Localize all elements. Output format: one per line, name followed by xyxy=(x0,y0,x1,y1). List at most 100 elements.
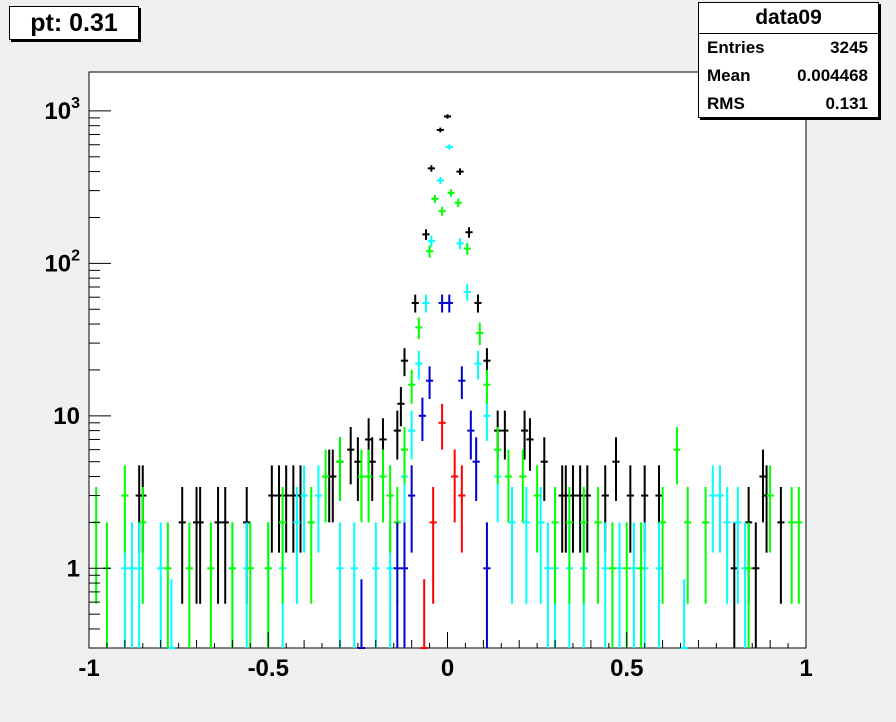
data-point xyxy=(354,437,362,501)
y-tick-label-exponent: 2 xyxy=(71,247,80,264)
data-point xyxy=(551,486,559,604)
data-point xyxy=(451,449,459,523)
data-point xyxy=(655,522,663,648)
data-point xyxy=(207,522,215,648)
y-tick-label: 102 xyxy=(44,247,80,277)
data-point xyxy=(425,245,434,258)
data-point xyxy=(393,522,401,648)
x-tick-label: 0.5 xyxy=(610,655,643,682)
data-point xyxy=(777,486,785,604)
data-point xyxy=(429,486,437,604)
y-tick-label-exponent: 3 xyxy=(71,95,80,112)
data-point xyxy=(427,165,435,172)
data-point xyxy=(501,410,509,460)
data-point xyxy=(436,176,444,185)
data-point xyxy=(472,437,480,501)
data-point xyxy=(422,229,430,240)
stats-value: 0.004468 xyxy=(797,66,868,85)
data-marks xyxy=(92,114,803,649)
data-point xyxy=(522,486,530,604)
data-point xyxy=(454,198,462,208)
stats-value: 3245 xyxy=(830,38,868,57)
data-point xyxy=(474,294,482,313)
data-point xyxy=(483,522,491,648)
y-tick-label: 1 xyxy=(67,555,80,582)
data-point xyxy=(723,486,731,604)
data-point xyxy=(544,522,552,648)
data-point xyxy=(393,410,401,460)
data-point xyxy=(415,350,423,380)
data-point xyxy=(508,486,516,604)
stats-box: data09 Entries 3245 Mean 0.004468 RMS 0.… xyxy=(698,2,879,118)
data-point xyxy=(752,522,760,648)
data-point xyxy=(418,397,426,441)
data-point xyxy=(322,449,330,523)
data-point xyxy=(436,127,444,133)
x-tick-label: 1 xyxy=(799,655,812,682)
stats-label: Mean xyxy=(707,66,751,85)
data-point xyxy=(139,486,147,604)
data-point xyxy=(336,437,344,501)
data-point xyxy=(135,522,143,648)
stats-row-entries: Entries 3245 xyxy=(699,34,878,62)
data-point xyxy=(214,486,222,604)
data-point xyxy=(673,426,681,485)
data-point xyxy=(408,410,416,460)
data-point xyxy=(314,465,323,553)
data-point xyxy=(350,522,358,648)
data-point xyxy=(788,486,796,604)
data-point xyxy=(397,386,405,427)
stats-name: data09 xyxy=(699,3,878,34)
data-point xyxy=(795,486,803,604)
data-point xyxy=(576,465,584,553)
data-point xyxy=(465,227,473,238)
data-point xyxy=(467,410,475,460)
data-point xyxy=(164,522,172,648)
y-tick-label: 10 xyxy=(53,403,80,430)
data-point xyxy=(268,465,276,553)
data-point xyxy=(702,486,710,604)
data-point xyxy=(400,522,409,648)
data-point xyxy=(533,465,541,553)
data-point xyxy=(456,238,464,250)
data-point xyxy=(307,486,315,604)
data-point xyxy=(463,242,471,255)
stats-label: RMS xyxy=(707,94,745,113)
data-point xyxy=(483,369,491,404)
data-point xyxy=(185,522,193,648)
data-point xyxy=(386,465,394,553)
data-point xyxy=(329,449,337,523)
data-point xyxy=(420,579,428,649)
data-point xyxy=(458,366,466,400)
x-tick-label: -1 xyxy=(78,655,99,682)
data-point xyxy=(157,522,165,648)
x-tick-label: -0.5 xyxy=(248,655,289,682)
data-point xyxy=(680,579,688,649)
data-point xyxy=(400,426,409,485)
data-point xyxy=(745,522,753,648)
data-point xyxy=(504,449,513,523)
data-point xyxy=(365,449,373,523)
data-point xyxy=(368,437,376,501)
data-point xyxy=(709,465,717,553)
data-point xyxy=(583,465,591,553)
data-point xyxy=(766,465,774,553)
data-point xyxy=(612,437,620,501)
y-tick-label-base: 10 xyxy=(44,250,71,277)
data-point xyxy=(372,522,380,648)
data-point xyxy=(458,465,466,553)
plot-title: pt: 0.31 xyxy=(9,6,139,40)
data-point xyxy=(630,522,638,648)
data-point xyxy=(196,486,204,604)
data-point xyxy=(483,397,491,441)
data-point xyxy=(379,449,387,523)
data-point xyxy=(275,465,283,553)
data-point xyxy=(408,369,416,404)
data-point xyxy=(445,294,453,313)
data-point xyxy=(637,522,645,648)
data-point xyxy=(300,465,308,553)
data-point xyxy=(411,294,419,313)
data-point xyxy=(427,235,435,247)
data-point xyxy=(246,522,254,648)
